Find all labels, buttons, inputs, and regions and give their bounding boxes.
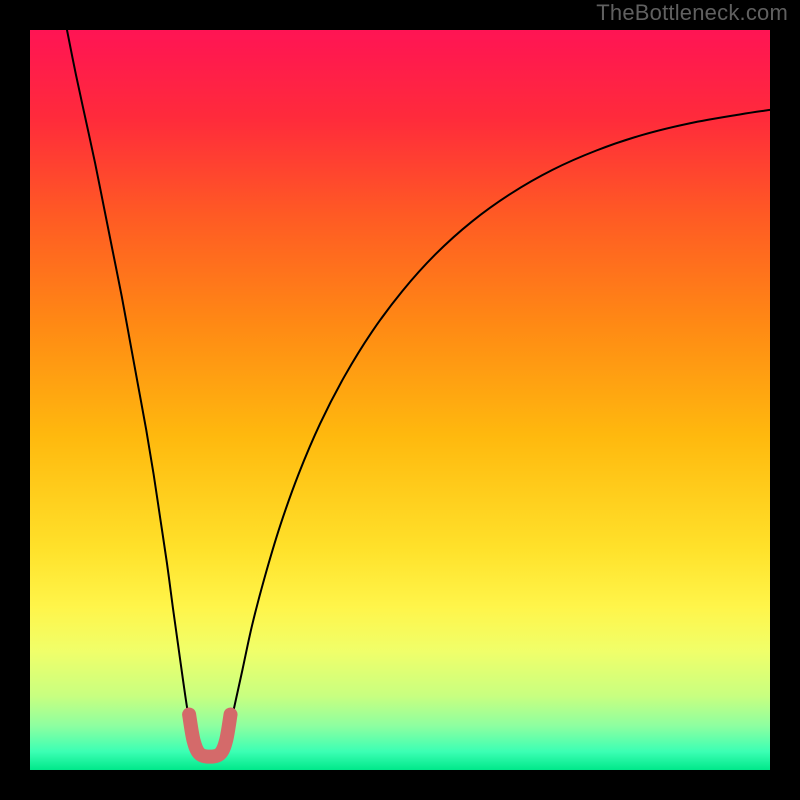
plot-svg xyxy=(30,30,770,770)
chart-outer: TheBottleneck.com xyxy=(0,0,800,800)
plot-area xyxy=(30,30,770,770)
watermark-text: TheBottleneck.com xyxy=(596,0,788,26)
